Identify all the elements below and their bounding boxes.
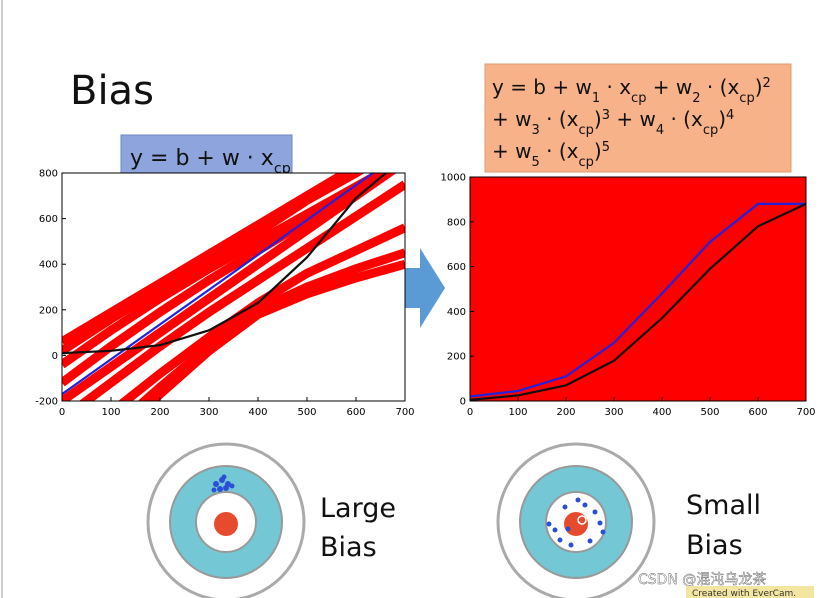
- series-line: [78, 180, 405, 401]
- y-tick-label: 600: [447, 262, 466, 273]
- formula-part: 3: [602, 108, 610, 123]
- target-label: Bias: [686, 530, 743, 561]
- formula-part: cp: [703, 123, 718, 138]
- formula-part: y = b + w · x: [130, 146, 274, 171]
- formula-part: 1: [592, 91, 600, 106]
- formula-part: · (x: [540, 139, 579, 163]
- arrow: [394, 248, 445, 328]
- series-line: [470, 202, 806, 398]
- series-line: [62, 173, 355, 346]
- formula-part: + w: [610, 107, 656, 131]
- x-tick-label: 300: [199, 407, 218, 418]
- y-tick-label: 800: [39, 169, 58, 180]
- formula-part: 2: [692, 91, 700, 106]
- formula-part: 5: [531, 155, 539, 170]
- y-tick-label: 1000: [441, 173, 466, 184]
- watermark: CSDN @混沌乌龙茶: [638, 572, 766, 588]
- series-line: [118, 223, 405, 401]
- x-tick-label: 600: [346, 407, 365, 418]
- formula-part: · (x: [540, 107, 579, 131]
- target-label: Large: [320, 493, 396, 524]
- formula-box: [484, 63, 792, 173]
- x-tick-label: 200: [150, 407, 169, 418]
- series-line: [62, 173, 365, 355]
- formula-part: · (x: [701, 75, 740, 99]
- formula-part: 3: [531, 123, 539, 138]
- formula-part: cp: [739, 91, 754, 106]
- formula: y = b + w1 · xcp + w2 · (xcp)2: [492, 75, 771, 106]
- formula-part: ): [594, 139, 602, 163]
- y-tick-label: 0: [460, 397, 466, 408]
- y-tick-label: 400: [39, 260, 58, 271]
- series-line: [470, 202, 806, 401]
- x-tick-label: 700: [796, 407, 815, 418]
- formula: + w5 · (xcp)5: [492, 139, 610, 170]
- y-tick-label: 200: [447, 352, 466, 363]
- formula-part: + w: [492, 107, 531, 131]
- formula-part: cp: [578, 123, 593, 138]
- badge-box: [686, 586, 814, 598]
- y-tick-label: 800: [447, 217, 466, 228]
- formula-part: 4: [726, 108, 734, 123]
- x-tick-label: 100: [508, 407, 527, 418]
- series-line: [62, 173, 397, 401]
- x-tick-label: 300: [604, 407, 623, 418]
- plot-area: [470, 177, 806, 401]
- x-tick-label: 0: [467, 407, 473, 418]
- formula-part: ): [718, 107, 726, 131]
- badge: Created with EverCam.: [692, 589, 796, 598]
- y-tick-label: -200: [35, 397, 58, 408]
- x-tick-label: 500: [700, 407, 719, 418]
- x-tick-label: 200: [556, 407, 575, 418]
- formula-part: + w: [492, 139, 531, 163]
- formula-part: cp: [578, 155, 593, 170]
- target: [146, 442, 306, 598]
- formula-part: 5: [602, 140, 610, 155]
- formula-part: + w: [646, 75, 692, 99]
- target: [496, 442, 656, 598]
- formula-part: · (x: [664, 107, 703, 131]
- x-tick-label: 700: [395, 407, 414, 418]
- target-label: Bias: [320, 532, 377, 563]
- x-tick-label: 100: [101, 407, 120, 418]
- plot-frame: [469, 176, 807, 402]
- series-line: [62, 173, 375, 396]
- formula-part: 4: [656, 123, 664, 138]
- formula-part: ): [755, 75, 763, 99]
- plot: [62, 173, 405, 401]
- formula: + w3 · (xcp)3 + w4 · (xcp)4: [492, 107, 734, 138]
- y-tick-label: 0: [52, 351, 58, 362]
- y-tick-label: 600: [39, 214, 58, 225]
- y-tick-label: 200: [39, 305, 58, 316]
- x-tick-label: 400: [652, 407, 671, 418]
- formula-part: cp: [631, 91, 646, 106]
- formula: y = b + w · xcp: [130, 146, 291, 177]
- formula-part: 2: [763, 76, 771, 91]
- target-label: Small: [686, 490, 761, 521]
- formula-part: y = b + w: [492, 75, 592, 99]
- x-tick-label: 0: [59, 407, 65, 418]
- x-tick-label: 500: [297, 407, 316, 418]
- x-tick-label: 400: [248, 407, 267, 418]
- plot: [470, 202, 806, 401]
- formula-box: [120, 134, 293, 178]
- x-tick-label: 600: [748, 407, 767, 418]
- formula-part: ): [594, 107, 602, 131]
- series-line: [146, 259, 405, 401]
- formula-part: · x: [600, 75, 631, 99]
- slide-title: Bias: [70, 68, 154, 114]
- series-line: [62, 173, 388, 355]
- plot-frame: [61, 172, 406, 402]
- y-tick-label: 400: [447, 307, 466, 318]
